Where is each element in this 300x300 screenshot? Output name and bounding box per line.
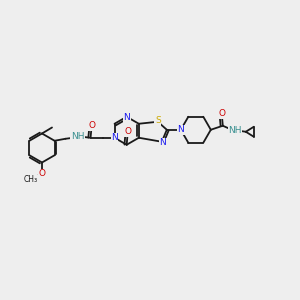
Text: O: O [88, 121, 95, 130]
Text: NH: NH [228, 126, 242, 135]
Text: NH: NH [71, 132, 84, 141]
Text: CH₃: CH₃ [24, 175, 38, 184]
Text: N: N [111, 133, 118, 142]
Text: O: O [124, 127, 131, 136]
Text: N: N [123, 113, 130, 122]
Text: N: N [111, 133, 118, 142]
Text: N: N [177, 125, 184, 134]
Text: S: S [155, 116, 161, 125]
Text: O: O [38, 169, 46, 178]
Text: N: N [159, 138, 166, 147]
Text: N: N [177, 125, 184, 134]
Text: O: O [218, 109, 225, 118]
